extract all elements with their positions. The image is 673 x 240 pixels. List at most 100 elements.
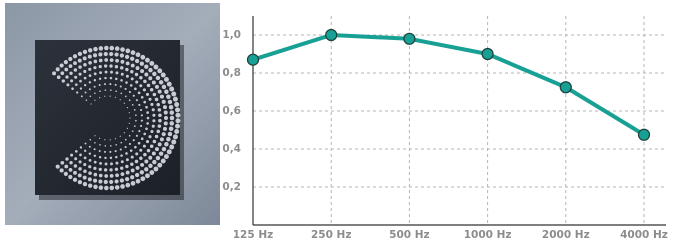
y-tick-label: 0,4 xyxy=(222,143,241,155)
dot xyxy=(173,97,178,102)
dot xyxy=(167,82,172,87)
dot xyxy=(138,130,140,132)
dot xyxy=(140,109,142,111)
dot xyxy=(109,46,114,51)
dot xyxy=(114,179,118,183)
dot xyxy=(99,59,103,63)
dot xyxy=(125,177,129,181)
dot xyxy=(143,101,146,104)
dot xyxy=(57,75,61,79)
dot xyxy=(104,168,107,171)
dot xyxy=(149,170,154,175)
dot xyxy=(145,173,150,178)
dot xyxy=(78,167,81,170)
dot xyxy=(115,59,119,63)
dot xyxy=(115,173,119,177)
dot xyxy=(83,56,87,60)
dot xyxy=(141,137,144,140)
dot xyxy=(99,174,103,178)
dot xyxy=(126,75,129,78)
dot xyxy=(90,139,92,141)
dot xyxy=(171,92,176,97)
dot xyxy=(139,76,142,79)
dot xyxy=(125,139,127,141)
dot xyxy=(127,107,128,108)
dot xyxy=(133,95,135,97)
dot xyxy=(69,64,73,68)
dot xyxy=(141,120,143,122)
dot xyxy=(120,142,122,144)
dot xyxy=(88,171,92,175)
dot xyxy=(125,183,130,188)
dot xyxy=(175,107,180,112)
data-point xyxy=(326,30,337,41)
dot xyxy=(68,175,72,179)
dot xyxy=(143,145,146,148)
dot xyxy=(126,158,129,161)
dot xyxy=(120,178,124,182)
dot xyxy=(76,91,78,93)
dot xyxy=(64,60,68,64)
dot xyxy=(164,154,169,159)
dot xyxy=(74,157,77,160)
dot xyxy=(164,111,168,115)
dot xyxy=(110,157,112,159)
dot xyxy=(130,70,133,73)
dot xyxy=(105,89,107,91)
dot xyxy=(120,53,124,57)
dot xyxy=(89,81,91,83)
dot xyxy=(98,180,102,184)
dot xyxy=(152,114,155,117)
dot xyxy=(94,161,97,164)
dot xyxy=(80,146,82,148)
dot xyxy=(83,176,87,180)
dot xyxy=(124,103,125,104)
x-tick-label: 250 Hz xyxy=(311,229,351,240)
dot xyxy=(120,154,123,157)
dot xyxy=(138,142,141,145)
dot xyxy=(134,88,137,91)
dot xyxy=(144,160,148,164)
dot xyxy=(88,48,92,52)
y-tick-label: 0,2 xyxy=(222,181,241,193)
dot xyxy=(99,162,102,165)
dot xyxy=(115,90,117,92)
dot xyxy=(121,60,125,64)
y-tick-label: 0,8 xyxy=(222,67,241,79)
dot xyxy=(65,157,68,160)
dot xyxy=(120,136,121,137)
dot xyxy=(89,146,91,148)
dot xyxy=(93,47,97,51)
dot xyxy=(79,73,82,76)
dot xyxy=(150,88,154,92)
dot xyxy=(93,53,97,57)
dot xyxy=(130,163,133,166)
dot xyxy=(74,68,77,71)
dot xyxy=(158,90,162,94)
dot xyxy=(138,92,141,95)
dot xyxy=(64,172,68,176)
dot xyxy=(109,83,111,85)
dot xyxy=(162,100,166,104)
dot xyxy=(73,54,77,58)
dot xyxy=(79,154,82,157)
dot xyxy=(148,135,151,138)
dot xyxy=(135,59,139,63)
dot xyxy=(140,125,142,127)
dot xyxy=(166,137,171,142)
dot xyxy=(74,76,77,79)
dot xyxy=(120,184,125,189)
dot xyxy=(140,55,145,60)
dot xyxy=(115,156,117,158)
dot xyxy=(163,127,167,131)
dot xyxy=(78,173,82,177)
dot xyxy=(152,125,155,128)
dot xyxy=(136,166,140,170)
dot xyxy=(94,135,95,136)
dot xyxy=(168,132,173,137)
dot xyxy=(69,168,73,172)
dot xyxy=(99,46,103,50)
dot xyxy=(99,185,103,189)
dot xyxy=(115,168,118,171)
dot xyxy=(135,120,137,122)
